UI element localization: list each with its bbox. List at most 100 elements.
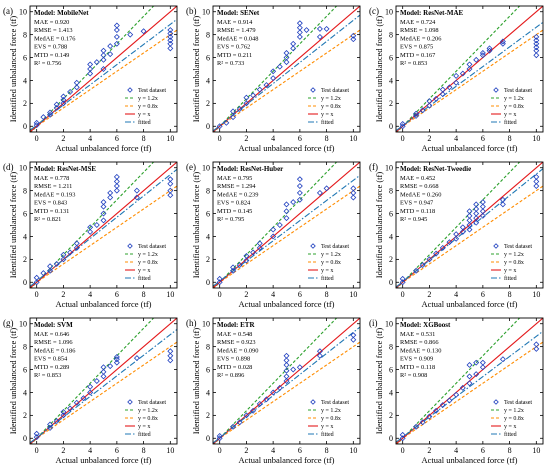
y-tick-label: 4 [206, 76, 210, 85]
y-tick-label: 6 [206, 209, 210, 218]
legend-marker [127, 399, 133, 405]
data-point [466, 208, 473, 215]
y-axis-label: Identified unbalanced force (tf) [191, 328, 201, 435]
data-point [230, 114, 237, 121]
data-point [413, 110, 420, 117]
metric-medae: MedAE = 0.176 [34, 35, 75, 42]
data-point [100, 217, 107, 224]
data-point [296, 33, 303, 40]
plot-frame [212, 161, 361, 289]
y-tick-label: 0 [206, 434, 210, 443]
data-point [533, 40, 540, 47]
panel-letter: (d) [3, 162, 14, 172]
x-tick-label: 2 [427, 446, 431, 455]
y-axis-label: Identified unbalanced force (tf) [191, 172, 201, 279]
data-point [426, 98, 433, 105]
data-point [223, 119, 230, 126]
metric-medae: MedAE = 0.260 [400, 191, 441, 198]
legend-label: Test dataset [321, 88, 349, 94]
y-tick-label: 2 [23, 255, 27, 264]
panel-letter: (g) [3, 318, 14, 328]
metric-rmse: RMSE = 0.668 [400, 183, 439, 190]
model-title: Model: ETR [217, 321, 255, 329]
data-point [60, 256, 67, 263]
y-tick-label: 10 [202, 164, 210, 173]
y-tick-label: 4 [23, 76, 27, 85]
x-tick-label: 10 [349, 446, 357, 455]
data-point [283, 49, 290, 56]
line-1-2x [396, 6, 521, 132]
x-tick-label: 8 [508, 446, 512, 455]
x-axis-label: Actual unbalanced force (tf) [55, 143, 151, 153]
plot-area [396, 318, 543, 444]
legend-label: fitted [138, 119, 151, 126]
data-point [236, 262, 243, 269]
data-point [296, 183, 303, 190]
data-point [87, 61, 94, 68]
legend-label: fitted [504, 431, 517, 438]
x-axis-label: Actual unbalanced force (tf) [238, 455, 334, 465]
data-point [316, 189, 323, 196]
data-point [107, 363, 114, 370]
data-point [453, 231, 460, 238]
metric-evs: EVS = 0.947 [400, 200, 434, 207]
data-point [473, 210, 480, 217]
legend-label: y = 1.2x [504, 408, 524, 414]
data-point [60, 93, 67, 100]
legend-label: Test dataset [321, 244, 349, 250]
metric-rmse: RMSE = 1.211 [34, 183, 72, 190]
legend-label: y = x [138, 424, 150, 430]
data-point [67, 405, 74, 412]
data-point [270, 68, 277, 75]
data-point [453, 72, 460, 79]
x-tick-label: 8 [508, 290, 512, 299]
data-point [60, 251, 67, 258]
data-point [466, 217, 473, 224]
data-point [250, 407, 257, 414]
x-tick-label: 4 [271, 290, 275, 299]
x-tick-label: 10 [166, 134, 174, 143]
x-axis-label: Actual unbalanced force (tf) [421, 455, 517, 465]
y-tick-label: 6 [23, 209, 27, 218]
data-point [276, 384, 283, 391]
panel-letter: (b) [186, 6, 197, 16]
x-tick-label: 8 [325, 446, 329, 455]
data-point [53, 101, 60, 108]
y-tick-label: 6 [389, 209, 393, 218]
panel-c: 0 2 4 6 8 10 0 2 4 6 8 10 Actual unbalanced force (t… [369, 5, 544, 153]
metric-mtd: MTD = 0.149 [34, 52, 69, 59]
x-tick-label: 6 [481, 446, 485, 455]
data-point [230, 423, 237, 430]
data-point [107, 51, 114, 58]
metric-medae: MedAE = 0.090 [217, 347, 258, 354]
x-tick-label: 4 [454, 446, 458, 455]
data-point [533, 341, 540, 348]
x-tick-label: 8 [142, 134, 146, 143]
data-point [256, 86, 263, 93]
x-tick-label: 4 [454, 290, 458, 299]
line-fitted [396, 330, 543, 443]
legend-marker [310, 87, 316, 93]
legend-label: y = 1.2x [138, 408, 158, 414]
y-tick-label: 10 [19, 164, 27, 173]
metric-mae: MAE = 0.920 [34, 19, 69, 26]
data-point [296, 20, 303, 27]
legend-label: fitted [504, 119, 517, 126]
data-point [283, 54, 290, 61]
metric-rmse: RMSE = 1.096 [34, 339, 73, 346]
metric-mae: MAE = 0.795 [217, 175, 252, 182]
data-point [216, 123, 223, 130]
x-tick-label: 8 [508, 134, 512, 143]
y-tick-label: 6 [206, 365, 210, 374]
data-point [33, 122, 40, 129]
y-tick-label: 2 [206, 99, 210, 108]
metric-mtd: MTD = 0.118 [400, 364, 435, 371]
data-point [433, 95, 440, 102]
plot-area [213, 318, 360, 444]
data-point [479, 203, 486, 210]
data-point [230, 267, 237, 274]
data-point [47, 267, 54, 274]
y-tick-label: 0 [389, 434, 393, 443]
x-tick-label: 0 [401, 446, 405, 455]
